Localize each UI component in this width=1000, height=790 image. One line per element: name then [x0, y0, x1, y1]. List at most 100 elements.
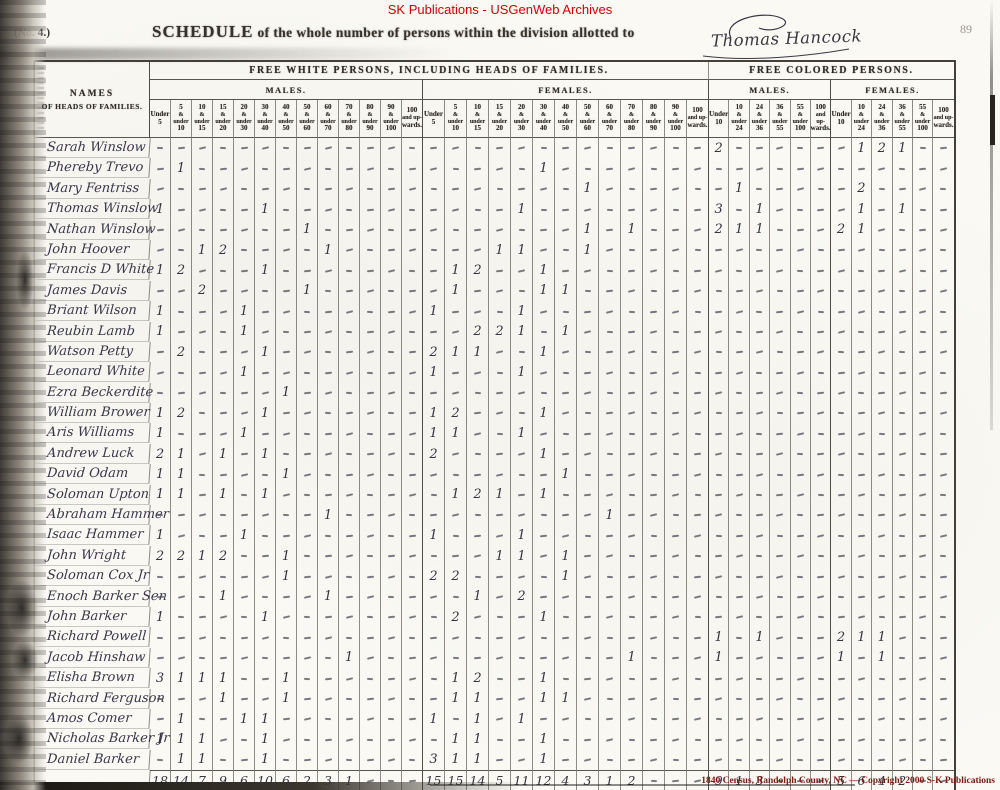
tally-dash — [796, 615, 804, 619]
tally-dash — [240, 411, 248, 415]
empty-dash-cell — [811, 321, 832, 342]
tally-dash — [878, 228, 886, 232]
tally-dash — [878, 330, 886, 333]
count-cell: 2 — [171, 403, 192, 424]
empty-dash-cell — [339, 199, 360, 220]
tally-dash — [837, 554, 845, 558]
count-cell: 1 — [511, 525, 533, 546]
tally-dash — [345, 615, 353, 619]
empty-dash-cell — [255, 178, 276, 200]
head-of-family-name: John Barker — [34, 606, 151, 628]
tally-dash — [366, 371, 374, 374]
empty-dash-cell — [770, 260, 791, 281]
tally-dash — [817, 514, 825, 517]
tally-dash — [177, 595, 185, 599]
tally-dash — [156, 636, 164, 639]
tally-dash — [797, 208, 804, 211]
tally-dash — [649, 513, 658, 517]
empty-dash-cell — [276, 341, 297, 363]
empty-dash-cell — [234, 505, 255, 526]
tally-dash — [878, 677, 885, 680]
count-cell: 1 — [445, 668, 467, 689]
tally-dash — [776, 187, 784, 191]
tally-dash — [899, 351, 906, 354]
empty-dash-cell — [687, 566, 709, 587]
tally-dash — [408, 534, 416, 537]
empty-dash-cell — [381, 362, 402, 383]
tally-dash — [672, 147, 679, 150]
empty-dash-cell — [709, 362, 730, 383]
tally-dash — [797, 758, 804, 761]
tally-dash — [715, 167, 722, 170]
count-cell: 1 — [511, 321, 533, 342]
tally-dash — [539, 370, 548, 375]
count-cell: 4 — [872, 770, 893, 790]
tally-dash — [562, 249, 569, 252]
empty-dash-cell — [933, 423, 953, 443]
tally-dash — [796, 534, 804, 537]
tally-dash — [366, 717, 374, 721]
tally-dash — [898, 248, 906, 252]
count-cell: 1 — [445, 260, 467, 281]
tally-dash — [898, 758, 906, 762]
empty-dash-cell — [872, 239, 893, 261]
empty-dash-cell — [360, 280, 381, 302]
empty-dash-cell — [621, 729, 643, 750]
age-label-line: 20 — [496, 124, 503, 133]
count-cell: 1 — [276, 545, 297, 567]
tally-dash — [562, 188, 569, 190]
empty-dash-cell — [665, 178, 687, 200]
empty-dash-cell — [192, 647, 213, 669]
empty-dash-cell — [360, 178, 381, 200]
empty-dash-cell — [709, 178, 730, 200]
count-cell: 1 — [255, 749, 276, 771]
empty-dash-cell — [750, 260, 771, 281]
empty-dash-cell — [770, 341, 791, 363]
empty-dash-cell — [467, 606, 489, 628]
count-cell: 1 — [171, 668, 192, 689]
tally-dash — [303, 493, 311, 496]
empty-dash-cell — [555, 239, 577, 261]
empty-dash-cell — [360, 362, 381, 383]
empty-dash-cell — [750, 729, 771, 750]
empty-dash-cell — [729, 138, 750, 159]
age-label-line: 50 — [584, 102, 591, 111]
empty-dash-cell — [643, 321, 665, 342]
empty-dash-cell — [709, 505, 730, 526]
tally-dash — [858, 269, 865, 272]
age-label-line: & under — [557, 111, 574, 125]
empty-dash-cell — [811, 280, 832, 302]
empty-dash-cell — [852, 484, 873, 506]
empty-dash-cell — [297, 729, 318, 750]
tally-dash — [694, 371, 701, 374]
tally-dash — [736, 758, 743, 761]
empty-dash-cell — [791, 403, 811, 424]
tally-dash — [219, 432, 227, 436]
tally-dash — [518, 473, 525, 476]
empty-dash-cell — [831, 341, 852, 363]
tally-dash — [605, 595, 614, 598]
tally-dash — [303, 167, 311, 171]
tally-dash — [198, 268, 206, 273]
tally-dash — [474, 636, 481, 639]
empty-dash-cell — [402, 770, 423, 790]
tally-dash — [345, 514, 353, 517]
empty-dash-cell — [423, 321, 445, 342]
empty-dash-cell — [213, 341, 234, 363]
tally-dash — [796, 309, 804, 313]
count-cell: 1 — [171, 708, 192, 730]
tally-dash — [408, 676, 416, 680]
tally-dash — [496, 188, 503, 190]
empty-dash-cell — [750, 505, 771, 526]
tally-dash — [540, 330, 547, 333]
tally-dash — [240, 493, 248, 496]
empty-dash-cell — [150, 239, 171, 261]
empty-dash-cell — [770, 688, 791, 709]
tally-dash — [694, 188, 701, 190]
empty-dash-cell — [913, 382, 934, 404]
tally-dash — [282, 432, 290, 436]
count-cell: 1 — [750, 219, 771, 240]
tally-dash — [198, 595, 206, 598]
empty-dash-cell — [213, 138, 234, 159]
tally-dash — [198, 371, 206, 374]
